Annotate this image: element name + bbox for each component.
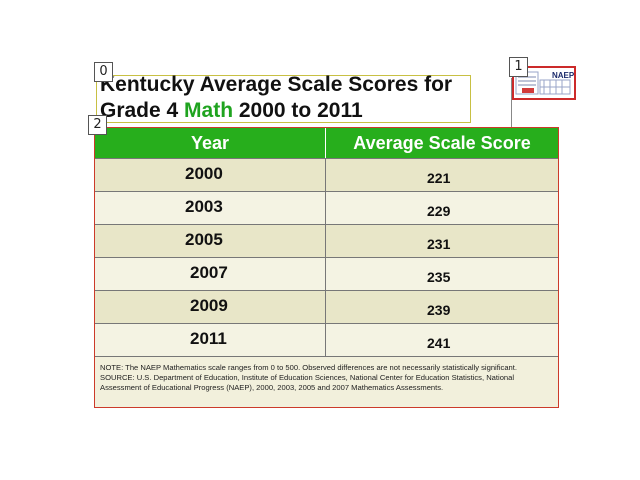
score-cell: 229 [427,203,451,219]
column-header-score: Average Scale Score [353,133,531,153]
title-box [96,75,471,123]
column-header-year: Year [95,128,326,158]
logo-text: NAEP [552,71,574,80]
title-subject: Math [184,99,234,122]
title-years: 2000 to 2011 [233,99,363,122]
annotation-marker-1: 1 [509,57,528,77]
table-header-row: Year Average Scale Score [95,128,558,159]
title-line-1: Kentucky Average Scale Scores for [100,73,453,96]
table-row: 2007 235 [95,258,558,291]
score-cell: 231 [427,236,451,252]
score-cell: 221 [427,170,451,186]
scores-table: Year Average Scale Score 2000 221 2003 2… [94,127,559,408]
year-cell: 2009 [95,291,326,323]
title-line-2: Grade 4 Math 2000 to 2011 [100,98,452,124]
score-cell: 235 [427,269,451,285]
table-row: 2000 221 [95,159,558,192]
annotation-marker-2: 2 [88,115,107,135]
page-title: Kentucky Average Scale Scores for Grade … [100,72,452,124]
annotation-marker-0: 0 [94,62,113,82]
year-cell: 2003 [95,192,326,224]
year-cell: 2011 [95,324,326,356]
logo-connector-line [511,78,512,128]
score-cell: 241 [427,335,451,351]
table-note: NOTE: The NAEP Mathematics scale ranges … [100,363,555,393]
year-cell: 2007 [95,258,326,290]
table-row: 2009 239 [95,291,558,324]
year-cell: 2000 [95,159,326,191]
score-cell: 239 [427,302,451,318]
note-line: NOTE: The NAEP Mathematics scale ranges … [100,363,517,372]
source-line: SOURCE: U.S. Department of Education, In… [100,373,515,392]
table-row: 2005 231 [95,225,558,258]
table-row: 2003 229 [95,192,558,225]
year-cell: 2005 [95,225,326,257]
naep-report-card-logo-icon: NAEP [512,66,576,100]
table-row: 2011 241 [95,324,558,357]
title-grade: Grade 4 [100,99,185,122]
